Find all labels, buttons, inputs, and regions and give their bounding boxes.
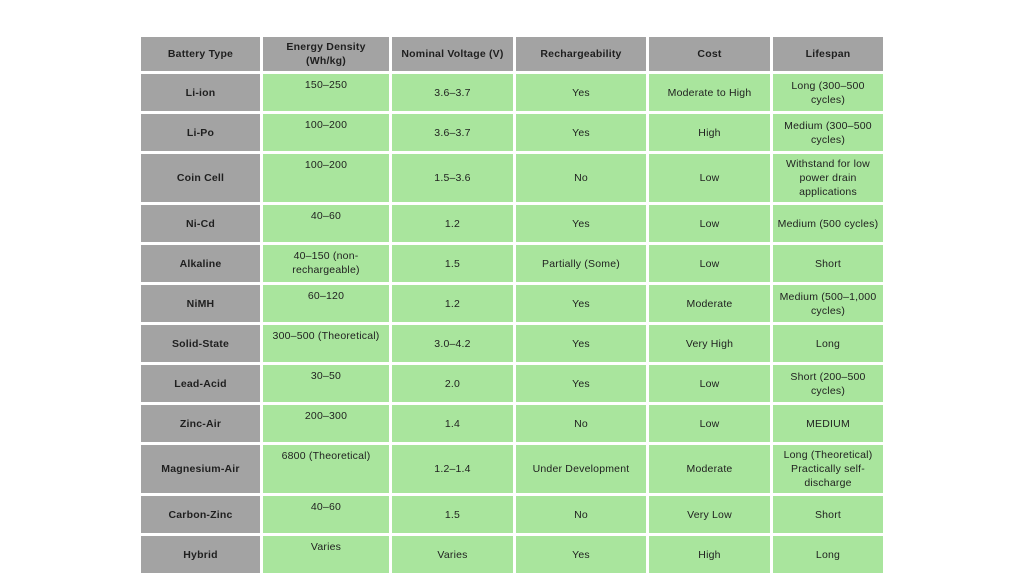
table-row: Ni-Cd 40–60 1.2 Yes Low Medium (500 cycles)	[141, 205, 883, 242]
cell-cost: Low	[649, 245, 770, 282]
cell-lifespan: Medium (300–500 cycles)	[773, 114, 883, 151]
cell-lifespan: Long (300–500 cycles)	[773, 74, 883, 111]
table-body: Li-ion 150–250 3.6–3.7 Yes Moderate to High L…	[141, 74, 883, 573]
cell-battery-type: NiMH	[141, 285, 260, 322]
column-header-rechargeability: Rechargeability	[516, 37, 646, 71]
cell-nominal-voltage: 1.5	[392, 496, 513, 533]
cell-battery-type: Lead-Acid	[141, 365, 260, 402]
cell-nominal-voltage: Varies	[392, 536, 513, 573]
cell-rechargeability: No	[516, 154, 646, 202]
cell-rechargeability: Yes	[516, 365, 646, 402]
cell-nominal-voltage: 2.0	[392, 365, 513, 402]
cell-nominal-voltage: 1.5–3.6	[392, 154, 513, 202]
cell-energy-density: Varies	[263, 536, 389, 573]
table-row: Coin Cell 100–200 1.5–3.6 No Low Withstand fo…	[141, 154, 883, 202]
cell-battery-type: Coin Cell	[141, 154, 260, 202]
cell-energy-density: 40–150 (non-rechargeable)	[263, 245, 389, 282]
cell-cost: High	[649, 536, 770, 573]
table-row: NiMH 60–120 1.2 Yes Moderate Medium (500–1,00…	[141, 285, 883, 322]
cell-lifespan: Long (Theoretical) Practically self-disc…	[773, 445, 883, 493]
table-row: Li-ion 150–250 3.6–3.7 Yes Moderate to High L…	[141, 74, 883, 111]
cell-rechargeability: No	[516, 496, 646, 533]
cell-cost: Moderate	[649, 445, 770, 493]
cell-battery-type: Carbon-Zinc	[141, 496, 260, 533]
cell-nominal-voltage: 1.2	[392, 205, 513, 242]
cell-battery-type: Li-ion	[141, 74, 260, 111]
cell-nominal-voltage: 3.0–4.2	[392, 325, 513, 362]
cell-nominal-voltage: 1.2	[392, 285, 513, 322]
column-header-energy-density: Energy Density (Wh/kg)	[263, 37, 389, 71]
cell-rechargeability: Yes	[516, 536, 646, 573]
cell-rechargeability: Yes	[516, 74, 646, 111]
cell-rechargeability: Under Development	[516, 445, 646, 493]
cell-cost: Low	[649, 365, 770, 402]
table-row: Carbon-Zinc 40–60 1.5 No Very Low Short	[141, 496, 883, 533]
cell-cost: Moderate	[649, 285, 770, 322]
cell-nominal-voltage: 3.6–3.7	[392, 114, 513, 151]
cell-rechargeability: Partially (Some)	[516, 245, 646, 282]
cell-rechargeability: No	[516, 405, 646, 442]
cell-battery-type: Hybrid	[141, 536, 260, 573]
table-header-row: Battery Type Energy Density (Wh/kg) Nomi…	[141, 37, 883, 71]
table-row: Magnesium-Air 6800 (Theoretical) 1.2–1.4 Un…	[141, 445, 883, 493]
cell-lifespan: Medium (500 cycles)	[773, 205, 883, 242]
cell-energy-density: 200–300	[263, 405, 389, 442]
cell-battery-type: Solid-State	[141, 325, 260, 362]
cell-battery-type: Ni-Cd	[141, 205, 260, 242]
cell-battery-type: Li-Po	[141, 114, 260, 151]
table-row: Solid-State 300–500 (Theoretical) 3.0–4.2 Y…	[141, 325, 883, 362]
cell-nominal-voltage: 3.6–3.7	[392, 74, 513, 111]
cell-rechargeability: Yes	[516, 205, 646, 242]
column-header-lifespan: Lifespan	[773, 37, 883, 71]
cell-energy-density: 30–50	[263, 365, 389, 402]
cell-energy-density: 40–60	[263, 205, 389, 242]
cell-nominal-voltage: 1.5	[392, 245, 513, 282]
cell-lifespan: Long	[773, 325, 883, 362]
cell-cost: High	[649, 114, 770, 151]
cell-cost: Low	[649, 205, 770, 242]
cell-nominal-voltage: 1.4	[392, 405, 513, 442]
cell-cost: Very High	[649, 325, 770, 362]
column-header-battery-type: Battery Type	[141, 37, 260, 71]
column-header-nominal-voltage: Nominal Voltage (V)	[392, 37, 513, 71]
cell-lifespan: Long	[773, 536, 883, 573]
table-row: Zinc-Air 200–300 1.4 No Low MEDIUM	[141, 405, 883, 442]
cell-energy-density: 100–200	[263, 154, 389, 202]
cell-cost: Low	[649, 405, 770, 442]
cell-rechargeability: Yes	[516, 285, 646, 322]
cell-energy-density: 6800 (Theoretical)	[263, 445, 389, 493]
cell-battery-type: Magnesium-Air	[141, 445, 260, 493]
table-row: Li-Po 100–200 3.6–3.7 Yes High Medium (300–50…	[141, 114, 883, 151]
cell-rechargeability: Yes	[516, 325, 646, 362]
column-header-cost: Cost	[649, 37, 770, 71]
cell-cost: Low	[649, 154, 770, 202]
cell-lifespan: Withstand for low power drain applicatio…	[773, 154, 883, 202]
cell-lifespan: Short	[773, 496, 883, 533]
cell-cost: Very Low	[649, 496, 770, 533]
cell-energy-density: 60–120	[263, 285, 389, 322]
cell-battery-type: Alkaline	[141, 245, 260, 282]
table-row: Hybrid Varies Varies Yes High Long	[141, 536, 883, 573]
table-row: Alkaline 40–150 (non-rechargeable) 1.5 Part…	[141, 245, 883, 282]
cell-energy-density: 40–60	[263, 496, 389, 533]
cell-battery-type: Zinc-Air	[141, 405, 260, 442]
cell-energy-density: 150–250	[263, 74, 389, 111]
cell-cost: Moderate to High	[649, 74, 770, 111]
cell-energy-density: 300–500 (Theoretical)	[263, 325, 389, 362]
battery-comparison-table: Battery Type Energy Density (Wh/kg) Nomi…	[138, 34, 886, 576]
cell-lifespan: Medium (500–1,000 cycles)	[773, 285, 883, 322]
cell-nominal-voltage: 1.2–1.4	[392, 445, 513, 493]
table-row: Lead-Acid 30–50 2.0 Yes Low Short (200–500 cy…	[141, 365, 883, 402]
cell-lifespan: Short	[773, 245, 883, 282]
cell-energy-density: 100–200	[263, 114, 389, 151]
cell-lifespan: Short (200–500 cycles)	[773, 365, 883, 402]
cell-lifespan: MEDIUM	[773, 405, 883, 442]
cell-rechargeability: Yes	[516, 114, 646, 151]
